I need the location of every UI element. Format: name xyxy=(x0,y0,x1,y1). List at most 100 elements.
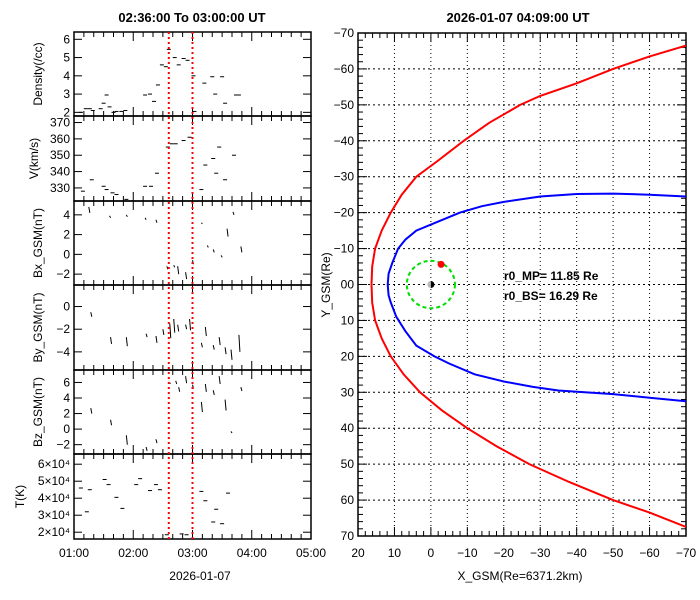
data-segment xyxy=(185,376,188,384)
earth-day-side-icon xyxy=(427,281,431,288)
data-segment xyxy=(177,266,180,275)
y-tick-label: 30 xyxy=(341,385,355,399)
data-segment xyxy=(162,329,165,335)
y-tick-label: 4 xyxy=(63,208,70,222)
y-tick-label: 3 xyxy=(63,87,70,101)
y-axis-label: Bx_GSM(nT) xyxy=(31,208,45,278)
plot-frame xyxy=(357,32,687,537)
data-segment xyxy=(240,246,243,253)
magnetopause-curve xyxy=(386,192,686,403)
data-segment xyxy=(224,399,227,411)
data-segment xyxy=(166,266,169,270)
data-segment xyxy=(125,214,128,218)
data-segment xyxy=(201,222,203,225)
y-tick-label: −40 xyxy=(334,134,355,148)
data-segment xyxy=(212,344,215,350)
y-tick-label: 10 xyxy=(341,313,355,327)
y-tick-label: 00 xyxy=(341,278,355,292)
data-segment xyxy=(125,337,128,347)
x-tick-label: −70 xyxy=(676,546,697,560)
y-tick-label: −70 xyxy=(334,26,355,40)
right-chart-title: 2026-01-07 04:09:00 UT xyxy=(446,10,589,25)
x-tick-label: −60 xyxy=(639,546,660,560)
data-segment xyxy=(109,215,111,219)
y-axis-label: Density(/cc) xyxy=(31,42,45,105)
earth-night-side-icon xyxy=(430,281,435,288)
y-tick-label: 2 xyxy=(63,228,70,242)
x-tick-label: 01:00 xyxy=(59,546,89,560)
y-tick-label: 50 xyxy=(341,457,355,471)
x-tick-label: −40 xyxy=(566,546,587,560)
y-tick-label: 360 xyxy=(50,132,70,146)
y-axis-label: Y_GSM(Re) xyxy=(319,252,333,317)
x-tick-label: 20 xyxy=(351,546,365,560)
y-tick-label: −30 xyxy=(334,170,355,184)
data-segment xyxy=(185,324,188,330)
y-tick-label: −2 xyxy=(56,322,70,336)
y-tick-label: 70 xyxy=(341,529,355,543)
y-axis-label: V(km/s) xyxy=(27,138,41,179)
y-tick-label: 350 xyxy=(50,148,70,162)
data-segment xyxy=(155,335,158,343)
y-tick-label: 6 xyxy=(63,32,70,46)
data-segment xyxy=(230,349,233,360)
y-tick-label: 2×10⁴ xyxy=(38,525,70,539)
y-tick-label: 4 xyxy=(63,391,70,405)
data-segment xyxy=(206,245,209,248)
y-tick-label: −50 xyxy=(334,98,355,112)
bow-shock-annotation: r0_BS= 16.29 Re xyxy=(504,289,598,303)
data-segment xyxy=(145,333,148,338)
x-tick-label: −20 xyxy=(494,546,515,560)
data-segment xyxy=(155,439,158,444)
satellite-position-marker xyxy=(437,260,445,268)
y-tick-label: 4 xyxy=(63,69,70,83)
y-tick-label: 20 xyxy=(341,349,355,363)
data-segment xyxy=(145,446,148,452)
y-tick-label: −20 xyxy=(334,206,355,220)
data-segment xyxy=(177,324,180,332)
y-tick-label: 6×10⁴ xyxy=(38,457,70,471)
panel-frame xyxy=(73,453,312,540)
x-tick-label: 05:00 xyxy=(296,546,326,560)
data-segment xyxy=(169,323,172,339)
geosynchronous-orbit-circle xyxy=(405,259,456,310)
x-tick-label: 10 xyxy=(388,546,402,560)
y-tick-label: 340 xyxy=(50,165,70,179)
data-segment xyxy=(204,383,207,392)
magnetopause-annotation: r0_MP= 11.85 Re xyxy=(504,269,599,283)
data-segment xyxy=(125,435,128,445)
left-chart-title: 02:36:00 To 03:00:00 UT xyxy=(118,10,265,25)
y-axis-label: By_GSM(nT) xyxy=(31,292,45,362)
y-tick-label: −2 xyxy=(56,267,70,281)
x-tick-label: 02:00 xyxy=(118,546,148,560)
data-segment xyxy=(200,342,203,348)
x-tick-label: 0 xyxy=(428,546,435,560)
data-segment xyxy=(238,334,241,352)
data-segment xyxy=(218,337,221,346)
y-tick-label: 0 xyxy=(63,300,70,314)
x-tick-label: −50 xyxy=(603,546,624,560)
y-tick-label: 0 xyxy=(63,422,70,436)
x-axis-label: 2026-01-07 xyxy=(169,569,231,583)
data-segment xyxy=(155,219,158,223)
y-axis-label: Bz_GSM(nT) xyxy=(31,377,45,447)
data-segment xyxy=(175,380,178,385)
bow-shock-curve xyxy=(370,44,686,528)
y-tick-label: −10 xyxy=(334,242,355,256)
y-tick-label: 60 xyxy=(341,493,355,507)
data-segment xyxy=(240,386,243,392)
data-segment xyxy=(173,318,176,333)
y-tick-label: 370 xyxy=(50,116,70,130)
y-tick-label: 40 xyxy=(341,421,355,435)
data-segment xyxy=(144,217,147,221)
x-tick-label: 03:00 xyxy=(177,546,207,560)
data-segment xyxy=(218,376,221,385)
data-segment xyxy=(185,272,188,280)
data-segment xyxy=(189,318,192,331)
x-tick-label: −10 xyxy=(457,546,478,560)
data-segment xyxy=(200,401,203,413)
y-tick-label: 330 xyxy=(50,181,70,195)
data-segment xyxy=(230,431,233,434)
y-tick-label: −60 xyxy=(334,62,355,76)
